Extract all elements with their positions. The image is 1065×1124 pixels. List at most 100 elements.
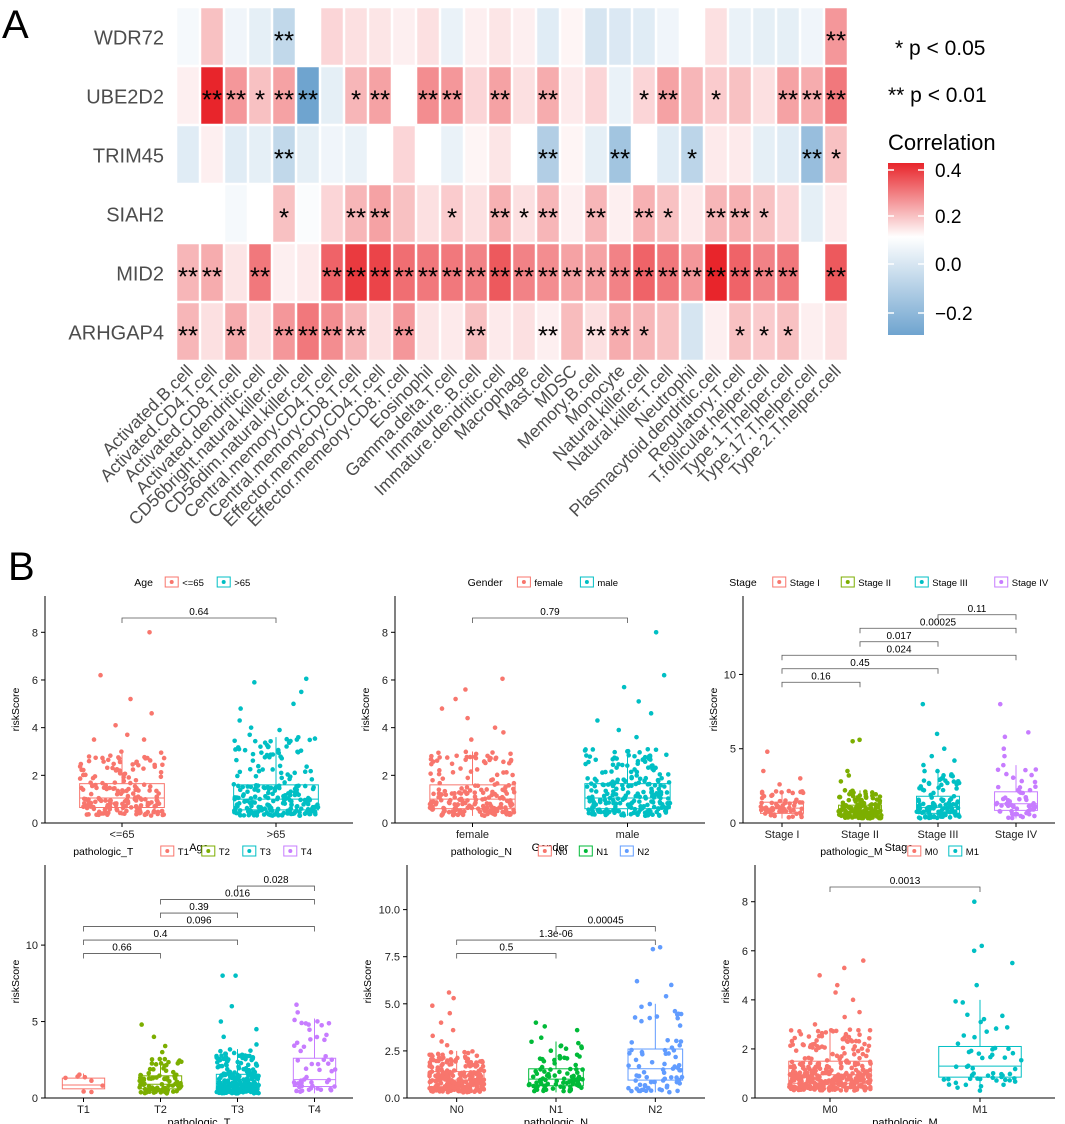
- data-point: [563, 1046, 569, 1051]
- data-point: [259, 750, 264, 755]
- data-point: [146, 801, 152, 806]
- data-point: [830, 1051, 835, 1057]
- data-point: [252, 810, 258, 816]
- heatmap-cell: [225, 8, 247, 65]
- data-point: [815, 1028, 821, 1034]
- significance-mark: **: [610, 262, 630, 292]
- significance-mark: **: [586, 203, 606, 233]
- data-point: [926, 804, 932, 810]
- data-point: [676, 1063, 682, 1068]
- data-point: [782, 800, 788, 806]
- data-point: [429, 761, 434, 767]
- heatmap-cell: [825, 8, 847, 65]
- heatmap-cell: [393, 244, 415, 301]
- data-point: [77, 764, 83, 769]
- data-point: [657, 1087, 663, 1092]
- data-point: [332, 1067, 338, 1072]
- data-point: [666, 780, 672, 785]
- heatmap-cell: [369, 67, 391, 124]
- data-point: [842, 1051, 847, 1056]
- data-point: [176, 1086, 182, 1091]
- x-tick-label: Stage III: [918, 829, 959, 841]
- data-point: [250, 1056, 256, 1061]
- data-point: [820, 1081, 826, 1087]
- comparison-p-value: 0.00045: [588, 916, 625, 927]
- data-point: [658, 801, 663, 806]
- data-point: [110, 765, 115, 771]
- data-point: [946, 1076, 951, 1082]
- data-point: [1004, 801, 1009, 807]
- data-point: [440, 811, 445, 817]
- data-point: [88, 791, 94, 797]
- data-point: [662, 1047, 668, 1053]
- data-point: [542, 1069, 547, 1074]
- y-tick-label: 7.5: [385, 952, 400, 964]
- data-point: [978, 1019, 983, 1025]
- data-point: [442, 1077, 448, 1082]
- data-point: [254, 1042, 259, 1047]
- data-point: [628, 811, 634, 817]
- data-point: [510, 786, 516, 792]
- data-point: [603, 788, 609, 794]
- significance-mark: *: [783, 321, 793, 351]
- x-tick-label: M1: [972, 1104, 987, 1116]
- data-point: [86, 754, 92, 759]
- data-point: [460, 801, 465, 807]
- data-point: [867, 811, 872, 817]
- data-point: [292, 810, 298, 815]
- significance-mark: **: [250, 262, 270, 292]
- box-legend-label: >65: [234, 578, 250, 589]
- data-point: [236, 795, 241, 801]
- data-point: [240, 793, 246, 799]
- data-point: [303, 810, 309, 815]
- data-point: [447, 1069, 453, 1075]
- data-point: [315, 1061, 321, 1067]
- data-point: [235, 1083, 240, 1088]
- comparison-p-value: 0.64: [189, 607, 209, 618]
- significance-mark: *: [735, 321, 745, 351]
- heatmap-cell: [609, 303, 631, 360]
- data-point: [579, 1085, 584, 1091]
- significance-mark: **: [442, 85, 462, 115]
- data-point: [677, 1043, 683, 1048]
- data-point: [436, 787, 442, 792]
- data-point: [542, 1024, 548, 1029]
- data-point: [976, 1051, 982, 1056]
- data-point: [644, 809, 650, 814]
- heatmap-cell: [321, 67, 343, 124]
- heatmap-cell: [345, 126, 367, 183]
- data-point: [221, 1034, 226, 1040]
- significance-mark: **: [466, 321, 486, 351]
- data-point: [838, 1088, 844, 1093]
- heatmap-cell: [201, 126, 223, 183]
- data-point: [972, 1034, 977, 1040]
- data-point: [295, 749, 300, 755]
- legend-significance-double: ** p < 0.01: [888, 84, 987, 107]
- data-point: [583, 747, 588, 752]
- data-point: [253, 773, 259, 779]
- data-point: [576, 1040, 581, 1046]
- data-point: [100, 755, 105, 761]
- data-point: [796, 1077, 802, 1083]
- data-point: [616, 808, 622, 814]
- box-legend-label: N2: [637, 847, 649, 858]
- data-point: [637, 776, 643, 782]
- data-point: [279, 775, 285, 781]
- data-point: [1028, 807, 1033, 812]
- data-point: [474, 1053, 480, 1059]
- comparison-p-value: 0.00025: [920, 617, 957, 628]
- data-point: [668, 982, 674, 988]
- data-point: [634, 734, 639, 740]
- data-point: [672, 1064, 677, 1069]
- significance-mark: *: [519, 203, 529, 233]
- data-point: [472, 790, 478, 795]
- significance-mark: **: [226, 321, 246, 351]
- box-panel: pathologic_M M0 M1 0 2 4 6 8 riskScore M0 M1 pathol…: [720, 845, 1055, 1124]
- data-point: [945, 780, 950, 786]
- data-point: [617, 800, 623, 806]
- y-axis-label: riskScore: [720, 959, 732, 1003]
- box-legend-title: Age: [134, 577, 153, 589]
- data-point: [586, 807, 591, 812]
- significance-mark: **: [442, 262, 462, 292]
- data-point: [965, 1012, 970, 1018]
